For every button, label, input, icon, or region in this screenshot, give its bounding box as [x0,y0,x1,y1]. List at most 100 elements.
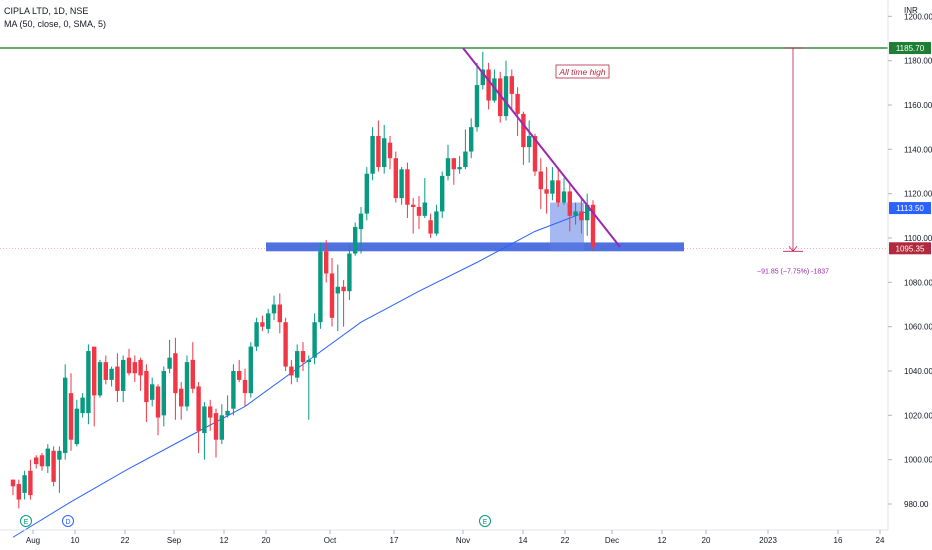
candle-body [254,322,259,347]
candle [364,167,369,221]
candle [144,364,149,422]
candle [16,479,21,509]
price-tick-label: 1020.00 [904,411,932,420]
candle-body [329,273,335,318]
candle-body [184,362,190,407]
candles-layer [10,51,596,509]
candle-body [271,304,277,314]
time-tick-label: 17 [390,536,399,545]
candle [10,479,16,496]
candle [509,69,514,110]
candle [68,373,74,451]
candle [527,120,532,163]
candle [532,133,538,176]
candle [434,204,439,236]
candle-body [428,220,433,234]
candle [289,359,294,385]
price-tick-label: 1100.00 [904,234,932,243]
candle-body [509,76,514,94]
candle-body [463,151,468,168]
candle-body [150,384,155,400]
candle [498,71,503,123]
candle-body [387,142,393,159]
price-tick-label: 1000.00 [904,456,932,465]
candle-body [451,158,456,170]
candle-body [393,158,398,199]
time-tick-label: Dec [605,536,619,545]
drawings-layer [0,47,888,252]
candle-body [358,213,364,230]
candle [590,200,596,252]
measure-arrowhead [788,246,798,252]
candle-body [202,406,207,434]
consolidation-box [550,202,584,252]
candle [312,313,317,365]
event-marker-circle [479,515,491,527]
candle-body [411,204,416,207]
candle-body [225,410,230,416]
price-tick-label: 1120.00 [904,190,932,199]
event-marker-circle [20,515,32,527]
candle [573,202,578,225]
candle-body [260,322,265,327]
candle [115,353,120,403]
candle [399,167,404,205]
candle-body [579,211,584,221]
ath-price-label-bg [889,42,931,55]
candle [492,69,497,103]
candle [231,364,236,416]
candle [109,366,114,387]
candle-body [115,366,120,391]
candle-body [556,180,561,203]
candle [190,342,195,394]
candle-body [527,136,532,148]
candle [341,280,346,327]
event-marker: E [20,515,32,527]
candle-body [97,362,103,396]
candle-body [422,202,427,216]
candle-body [219,415,224,440]
candle [266,308,271,334]
candle [161,366,166,427]
last-price-label: 1095.35 [889,242,931,255]
last-price-label-text: 1095.35 [896,244,925,253]
overlay-layer: −91.85 (−7.75%) -1837 All time high [462,47,829,275]
event-marker-text: E [483,519,488,526]
ath-price-label-text: 1185.70 [896,44,925,53]
candle [167,339,172,374]
time-tick-label: 12 [220,536,229,545]
support-zone [266,242,684,252]
candle [138,357,143,391]
time-tick-label: 16 [834,536,843,545]
event-marker-text: D [65,519,70,526]
time-tick-label: Sep [167,536,182,545]
event-marker-circle [62,515,74,527]
candle [225,395,230,418]
event-marker: E [479,515,491,527]
candle [45,444,50,473]
price-tick-label: 1140.00 [904,145,932,154]
candle-body [283,322,288,367]
time-tick-label: Aug [26,536,40,545]
candle-body [28,470,33,496]
candle-body [341,286,346,292]
candle-body [416,206,422,216]
candle-body [405,169,410,205]
candle [422,178,427,219]
time-tick-label: 20 [262,536,271,545]
candle-body [196,386,201,431]
candle-body [103,362,108,380]
candle-body [498,78,503,117]
candle [556,169,561,207]
candle-body [376,136,381,168]
candle [248,342,253,398]
candle [28,459,33,500]
candle [463,129,468,170]
candle-body [561,191,567,203]
candle-body [51,450,56,482]
candle-body [208,406,213,418]
candle-body [92,346,97,396]
ma-price-label-text: 1113.50 [896,204,924,213]
